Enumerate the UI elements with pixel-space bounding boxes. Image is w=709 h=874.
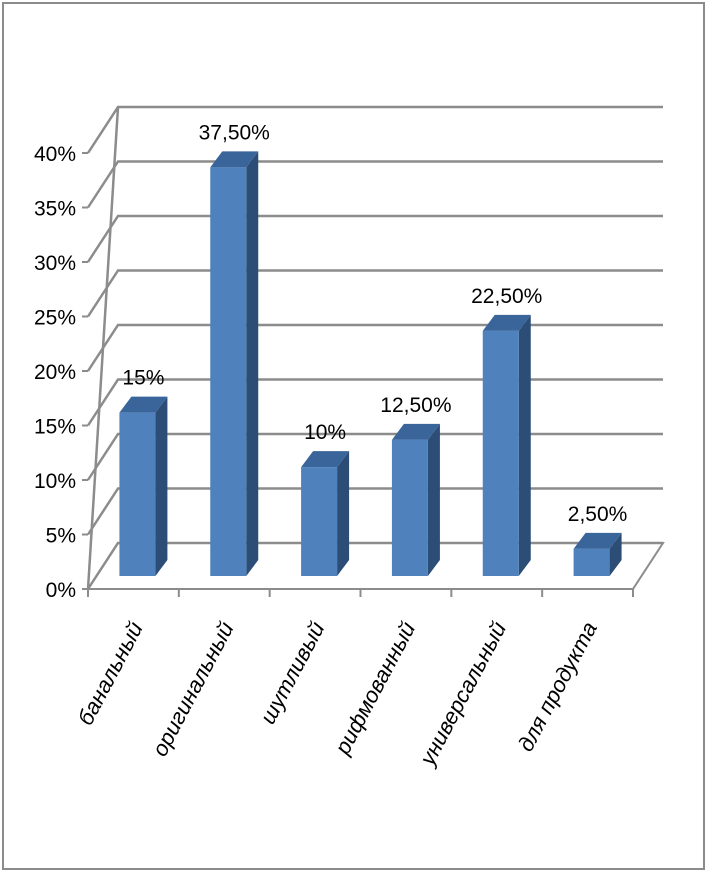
bar-4 xyxy=(391,423,440,576)
bar-6 xyxy=(573,532,622,576)
data-label: 12,50% xyxy=(380,394,451,417)
y-tick-label: 30% xyxy=(34,252,76,275)
data-label: 15% xyxy=(122,367,164,390)
bar-1 xyxy=(119,396,168,576)
y-axis-tick-labels: 0% 5% 10% 15% 20% 25% 30% 35% 40% xyxy=(34,143,76,602)
category-label: шутливый xyxy=(255,618,329,728)
data-label: 10% xyxy=(304,421,346,444)
gridline xyxy=(86,487,663,536)
data-labels: 15% 37,50% 10% 12,50% 22,50% 2,50% xyxy=(122,121,627,526)
bar-top xyxy=(482,314,531,331)
bar-side xyxy=(609,532,622,576)
bar-side xyxy=(427,423,440,576)
bar-side xyxy=(155,396,168,576)
bar-side xyxy=(337,451,350,576)
gridline xyxy=(86,160,663,209)
data-label: 22,50% xyxy=(471,285,542,308)
bar-side xyxy=(246,151,259,576)
bar-top xyxy=(391,423,440,440)
y-tick-label: 20% xyxy=(34,361,76,384)
category-label: универсальный xyxy=(414,618,511,771)
y-tick-label: 15% xyxy=(34,416,76,439)
category-label: для продукта xyxy=(513,618,602,756)
y-tick-label: 35% xyxy=(34,198,76,221)
data-label: 2,50% xyxy=(568,503,628,526)
bar-front xyxy=(482,330,519,576)
bar-top xyxy=(119,396,168,413)
y-tick-label: 0% xyxy=(46,579,76,602)
bar-front xyxy=(301,467,338,576)
bars xyxy=(119,151,622,576)
y-tick-label: 5% xyxy=(46,525,76,548)
bar-2 xyxy=(210,151,259,576)
bar-top xyxy=(210,151,259,168)
x-axis xyxy=(87,588,634,597)
gridline xyxy=(86,105,663,154)
bar-front xyxy=(210,167,247,576)
category-label: рифмованный xyxy=(329,618,420,760)
bar-front xyxy=(391,439,428,576)
category-labels: банальный оригинальный шутливый рифмованный… xyxy=(73,618,602,771)
bar-5 xyxy=(482,314,531,576)
y-tick-label: 10% xyxy=(34,470,76,493)
data-label: 37,50% xyxy=(199,121,270,144)
gridline xyxy=(86,432,663,481)
bar-front xyxy=(119,412,156,576)
y-tick-label: 25% xyxy=(34,307,76,330)
bar-top xyxy=(573,532,622,549)
gridline xyxy=(86,269,663,318)
bar-3 xyxy=(301,451,350,576)
gridline xyxy=(86,214,663,263)
bar-front xyxy=(573,548,610,576)
y-tick-label: 40% xyxy=(34,143,76,166)
category-label: банальный xyxy=(73,618,148,730)
bar-side xyxy=(518,314,531,576)
category-label: оригинальный xyxy=(147,618,239,761)
bar-top xyxy=(301,451,350,468)
gridline xyxy=(86,378,663,427)
gridline xyxy=(86,541,663,590)
gridline xyxy=(86,323,663,372)
